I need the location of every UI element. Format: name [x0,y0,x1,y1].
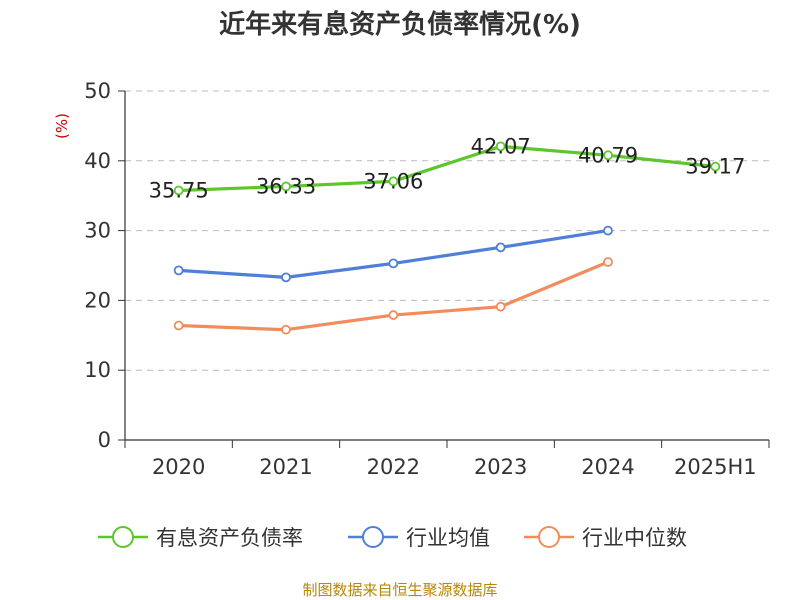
data-point [281,324,291,335]
data-point [173,320,184,331]
x-tick-label: 2024 [581,455,634,479]
legend-label: 行业中位数 [582,526,687,550]
legend-marker [362,526,384,548]
y-tick-label: 0 [98,428,111,452]
legend-label: 行业均值 [406,526,490,550]
y-tick-label: 10 [84,358,111,382]
legend-label: 有息资产负债率 [156,526,303,550]
x-tick-label: 2023 [474,455,527,479]
data-labels: 35.75 36.33 37.06 42.07 40.79 39.17 [149,134,746,202]
series-group [173,141,721,335]
data-point [281,181,291,192]
data-point [388,258,399,269]
series-line [178,144,716,193]
data-point [388,176,399,187]
data-point [281,272,291,283]
legend-marker [112,526,134,548]
data-point [603,225,613,236]
data-point [603,257,613,267]
y-tick-label: 40 [84,149,111,173]
data-point [388,310,399,320]
data-point [495,301,506,312]
data-label: 42.07 [471,134,531,158]
data-point [173,265,184,276]
chart-title: 近年来有息资产负债率情况(%) [219,9,581,40]
data-label: 35.75 [149,178,209,202]
y-tick-label: 20 [84,288,111,312]
source-note: 制图数据来自恒生聚源数据库 [302,581,497,599]
series-line [178,229,609,279]
x-tick-label: 2021 [259,455,312,479]
data-point [495,242,506,253]
y-tick-label: 30 [84,219,111,243]
data-label: 36.33 [256,174,316,198]
y-tick-label: 50 [84,79,111,103]
data-point [173,185,184,196]
legend-marker [538,526,560,548]
data-point [495,141,506,152]
data-label: 37.06 [363,169,423,193]
gridlines [125,90,769,371]
data-point [710,161,721,172]
data-point [603,150,613,161]
legend: 有息资产负债率 行业均值 行业中位数 [98,526,687,550]
x-tick-label: 2022 [367,455,420,479]
axes: 0 10 20 30 40 50 2020 2021 2022 2023 2024 2025H1 [84,79,770,479]
x-tick-label: 2025H1 [674,455,757,479]
x-tick-label: 2020 [152,455,205,479]
data-label: 40.79 [578,143,638,167]
data-label: 39.17 [685,155,745,179]
y-axis-unit: (%) [53,113,71,139]
